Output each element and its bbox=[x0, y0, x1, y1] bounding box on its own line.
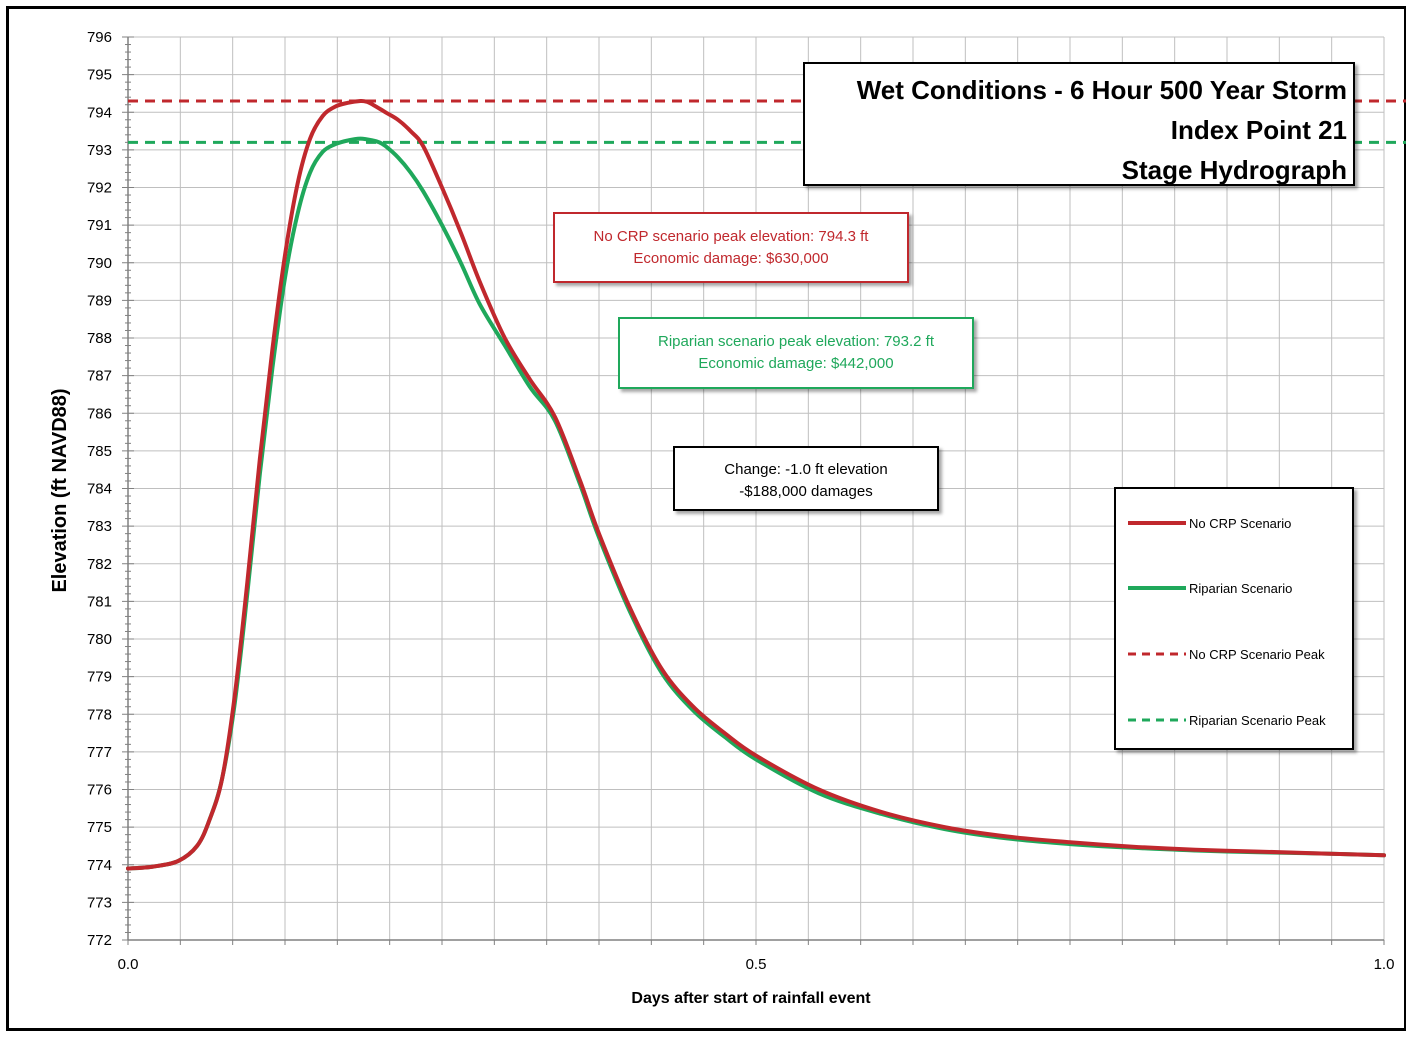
y-tick-label: 774 bbox=[87, 857, 112, 874]
x-tick-label: 0.5 bbox=[746, 956, 767, 973]
y-tick-label: 794 bbox=[87, 104, 112, 121]
y-tick-label: 779 bbox=[87, 669, 112, 686]
chart-frame bbox=[6, 6, 1406, 1031]
y-tick-label: 788 bbox=[87, 330, 112, 347]
legend-swatch-no-crp-peak bbox=[1128, 652, 1186, 656]
legend-label-riparian: Riparian Scenario bbox=[1189, 580, 1293, 596]
y-tick-label: 777 bbox=[87, 744, 112, 761]
y-axis-label: Elevation (ft NAVD88) bbox=[49, 388, 71, 592]
y-tick-label: 793 bbox=[87, 142, 112, 159]
y-tick-label: 786 bbox=[87, 405, 112, 422]
y-tick-label: 775 bbox=[87, 819, 112, 836]
chart-title-line-2: Index Point 21 bbox=[1170, 115, 1347, 145]
no-crp-peak-text: No CRP scenario peak elevation: 794.3 ft bbox=[593, 228, 869, 245]
legend-item-no-crp: No CRP Scenario bbox=[1128, 513, 1291, 533]
riparian-peak-annotation: Riparian scenario peak elevation: 793.2 … bbox=[618, 317, 974, 389]
no-crp-scenario-line bbox=[126, 98, 1386, 871]
y-tick-label: 792 bbox=[87, 180, 112, 197]
y-tick-label: 780 bbox=[87, 631, 112, 648]
change-elevation-text: Change: -1.0 ft elevation bbox=[724, 461, 888, 478]
legend-label-riparian-peak: Riparian Scenario Peak bbox=[1189, 712, 1326, 728]
y-tick-label: 787 bbox=[87, 368, 112, 385]
y-tick-label: 781 bbox=[87, 593, 112, 610]
chart-title-box: Wet Conditions - 6 Hour 500 Year Storm I… bbox=[803, 62, 1355, 186]
y-tick-label: 784 bbox=[87, 481, 112, 498]
x-tick-label: 1.0 bbox=[1374, 956, 1395, 973]
legend-label-no-crp-peak: No CRP Scenario Peak bbox=[1189, 646, 1325, 662]
y-tick-label: 785 bbox=[87, 443, 112, 460]
legend-item-no-crp-peak: No CRP Scenario Peak bbox=[1128, 644, 1325, 664]
y-tick-label: 772 bbox=[87, 932, 112, 949]
y-tick-label: 790 bbox=[87, 255, 112, 272]
x-axis-label: Days after start of rainfall event bbox=[631, 990, 871, 1007]
x-tick-label: 0.0 bbox=[118, 956, 139, 973]
no-crp-peak-annotation: No CRP scenario peak elevation: 794.3 ft… bbox=[553, 212, 909, 283]
change-annotation: Change: -1.0 ft elevation -$188,000 dama… bbox=[673, 446, 939, 511]
riparian-damage-text: Economic damage: $442,000 bbox=[698, 355, 894, 372]
y-tick-label: 796 bbox=[87, 29, 112, 46]
y-tick-label: 789 bbox=[87, 292, 112, 309]
legend-swatch-riparian-peak bbox=[1128, 718, 1186, 722]
y-tick-label: 776 bbox=[87, 782, 112, 799]
y-tick-label: 783 bbox=[87, 518, 112, 535]
legend-swatch-riparian bbox=[1128, 586, 1186, 590]
y-tick-label: 773 bbox=[87, 894, 112, 911]
y-tick-label: 791 bbox=[87, 217, 112, 234]
no-crp-damage-text: Economic damage: $630,000 bbox=[633, 250, 829, 267]
legend: No CRP Scenario Riparian Scenario No CRP… bbox=[1114, 487, 1354, 750]
y-tick-label: 782 bbox=[87, 556, 112, 573]
legend-swatch-no-crp bbox=[1128, 521, 1186, 525]
change-damages-text: -$188,000 damages bbox=[739, 483, 873, 500]
y-tick-label: 778 bbox=[87, 706, 112, 723]
legend-item-riparian-peak: Riparian Scenario Peak bbox=[1128, 710, 1326, 730]
legend-item-riparian: Riparian Scenario bbox=[1128, 578, 1292, 598]
chart-title-line-3: Stage Hydrograph bbox=[1121, 155, 1347, 185]
legend-label-no-crp: No CRP Scenario bbox=[1189, 515, 1292, 531]
riparian-peak-text: Riparian scenario peak elevation: 793.2 … bbox=[657, 333, 934, 350]
chart-title-line-1: Wet Conditions - 6 Hour 500 Year Storm bbox=[856, 75, 1347, 105]
y-tick-label: 795 bbox=[87, 67, 112, 84]
